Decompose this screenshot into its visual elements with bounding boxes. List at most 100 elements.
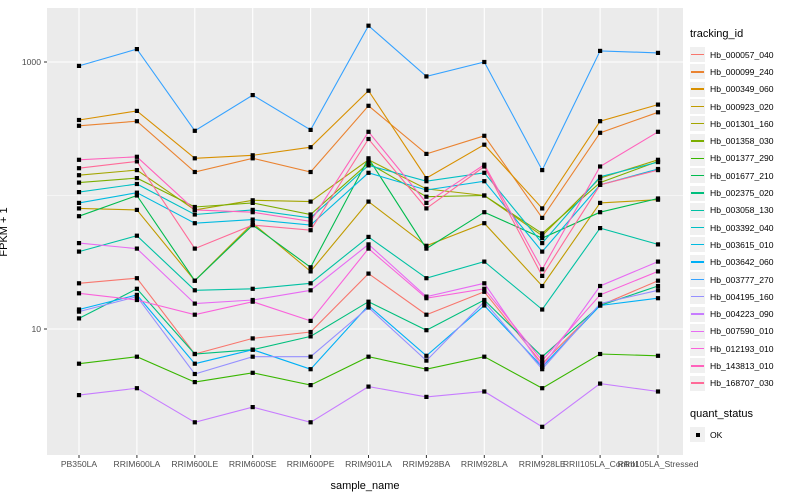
data-point — [540, 206, 545, 211]
legend-item-quant-OK: OK — [690, 426, 800, 443]
data-point — [540, 424, 545, 429]
data-point — [540, 361, 545, 366]
data-point — [192, 246, 197, 251]
data-point — [366, 271, 371, 276]
data-point — [76, 241, 82, 246]
data-point — [540, 267, 545, 272]
data-point — [76, 157, 82, 162]
data-point — [250, 207, 255, 212]
data-point — [655, 168, 661, 173]
legend-key-swatch — [690, 168, 705, 184]
legend-item-label: Hb_001301_160 — [710, 118, 774, 129]
data-point — [598, 210, 603, 215]
data-point — [366, 199, 371, 204]
data-point — [540, 283, 545, 289]
data-point — [308, 199, 313, 204]
data-point — [482, 59, 487, 65]
data-point — [540, 233, 545, 238]
data-point — [308, 219, 313, 224]
data-point — [366, 170, 371, 175]
data-point — [134, 294, 139, 299]
legend-items: Hb_000057_040 Hb_000099_240 Hb_000349_060 H… — [690, 46, 800, 392]
data-point — [540, 231, 545, 236]
legend-item-Hb_000099_240: Hb_000099_240 — [690, 63, 800, 80]
legend-key-swatch — [690, 341, 705, 357]
data-point — [76, 291, 82, 296]
data-point — [76, 200, 82, 205]
data-point — [76, 173, 82, 178]
legend-item-label: Hb_143813_010 — [710, 360, 774, 371]
data-point — [655, 196, 661, 201]
legend-item-label: Hb_168707_030 — [710, 378, 774, 389]
data-point — [482, 303, 487, 308]
data-point — [250, 299, 255, 304]
legend-item-label: Hb_003615_010 — [710, 239, 774, 250]
legend-key-line — [691, 174, 704, 177]
legend-key-line — [691, 330, 704, 332]
data-point — [598, 381, 603, 386]
data-point — [366, 299, 371, 304]
legend-key-swatch — [690, 323, 705, 339]
legend-item-label: OK — [710, 429, 723, 440]
data-point — [250, 286, 255, 291]
data-point — [192, 212, 197, 217]
legend-key-swatch — [690, 116, 705, 132]
data-point — [250, 153, 255, 158]
data-point — [134, 193, 139, 198]
legend-item-label: Hb_002375_020 — [710, 188, 774, 199]
data-point — [424, 358, 429, 363]
data-point — [192, 312, 197, 317]
legend-item-label: Hb_000923_020 — [710, 101, 774, 112]
data-point — [308, 383, 313, 388]
data-point — [655, 296, 661, 301]
data-point — [134, 207, 139, 212]
legend-key-line — [691, 105, 704, 108]
data-point — [308, 354, 313, 359]
data-point — [482, 210, 487, 215]
data-point — [192, 351, 197, 357]
data-point — [192, 278, 197, 283]
data-point — [76, 206, 82, 211]
data-point — [192, 301, 197, 306]
data-point — [250, 210, 255, 215]
x-tick-label: RRIM901LA — [345, 459, 392, 469]
x-tick-label: RRII105LA_Control — [563, 459, 638, 469]
data-point — [134, 386, 139, 391]
data-point — [655, 353, 661, 358]
legend-item-label: Hb_001358_030 — [710, 136, 774, 147]
data-point — [250, 370, 255, 375]
data-point — [134, 176, 139, 181]
legend-key-line — [691, 140, 704, 142]
data-point — [366, 103, 371, 108]
data-point — [308, 127, 313, 132]
data-point — [308, 228, 313, 233]
data-point — [540, 364, 545, 369]
data-point — [540, 215, 545, 220]
data-point — [76, 393, 82, 398]
data-point — [366, 88, 371, 93]
legend-item-label: Hb_000099_240 — [710, 66, 774, 77]
data-point — [598, 164, 603, 169]
chart-panel — [47, 8, 683, 455]
data-point — [134, 286, 139, 291]
data-point — [655, 160, 661, 165]
legend: tracking_id Hb_000057_040 Hb_000099_240 Hb… — [690, 28, 800, 443]
data-point — [76, 281, 82, 286]
data-point — [134, 181, 139, 187]
legend-key-line — [691, 295, 704, 298]
data-point — [76, 190, 82, 195]
data-point — [424, 200, 429, 205]
legend-key-swatch — [690, 289, 705, 305]
data-point — [192, 207, 197, 212]
data-point — [134, 190, 139, 195]
data-point — [250, 156, 255, 161]
data-point — [134, 354, 139, 359]
data-point — [540, 307, 545, 312]
data-point — [540, 367, 545, 372]
legend-item-label: Hb_003058_130 — [710, 205, 774, 216]
data-point — [366, 136, 371, 142]
data-point — [540, 241, 545, 246]
legend-item-Hb_012193_010: Hb_012193_010 — [690, 340, 800, 357]
legend-key-line — [691, 157, 704, 159]
data-point — [76, 309, 82, 314]
